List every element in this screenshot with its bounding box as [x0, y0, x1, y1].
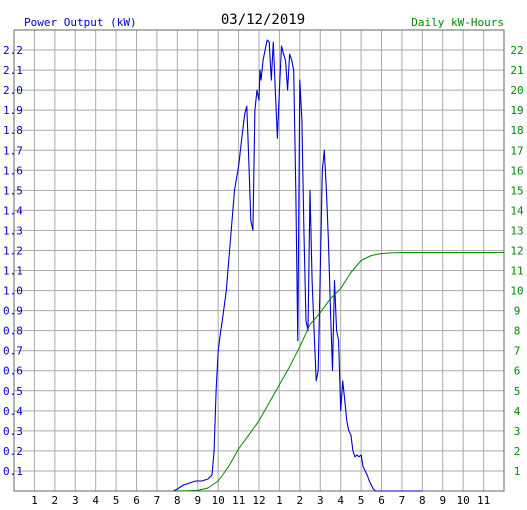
y-right-tick-label: 11: [510, 265, 523, 278]
y-left-tick-label: 1.0: [3, 285, 23, 298]
y-left-tick-label: 0.3: [3, 425, 23, 438]
x-tick-label: 6: [378, 494, 385, 507]
x-tick-label: 9: [194, 494, 201, 507]
chart-title: 03/12/2019: [221, 12, 305, 28]
y-right-tick-label: 22: [510, 44, 523, 57]
right-axis-title: Daily kW-Hours: [411, 16, 504, 29]
x-tick-label: 9: [439, 494, 446, 507]
y-right-tick-label: 12: [510, 244, 523, 257]
y-right-tick-label: 20: [510, 84, 523, 97]
x-tick-label: 2: [52, 494, 59, 507]
y-left-tick-label: 0.8: [3, 325, 23, 338]
y-right-tick-label: 14: [510, 204, 524, 217]
x-tick-label: 5: [358, 494, 365, 507]
y-left-tick-label: 0.6: [3, 365, 23, 378]
x-tick-label: 7: [154, 494, 161, 507]
x-tick-label: 10: [212, 494, 225, 507]
x-tick-label: 5: [113, 494, 120, 507]
y-right-tick-label: 15: [510, 184, 523, 197]
y-right-tick-label: 7: [514, 345, 521, 358]
y-right-tick-label: 13: [510, 224, 523, 237]
x-tick-label: 4: [337, 494, 344, 507]
x-tick-label: 1: [276, 494, 283, 507]
left-axis-title: Power Output (kW): [24, 16, 137, 29]
y-right-tick-label: 1: [514, 465, 521, 478]
y-right-tick-label: 21: [510, 64, 523, 77]
x-tick-label: 2: [297, 494, 304, 507]
y-right-tick-label: 8: [514, 325, 521, 338]
x-tick-label: 10: [457, 494, 470, 507]
y-left-tick-label: 0.1: [3, 465, 23, 478]
x-tick-label: 8: [174, 494, 181, 507]
y-left-tick-label: 1.4: [3, 204, 23, 217]
x-tick-label: 6: [133, 494, 140, 507]
y-left-tick-label: 2.2: [3, 44, 23, 57]
y-right-tick-label: 5: [514, 385, 521, 398]
y-right-tick-label: 4: [514, 405, 521, 418]
series-power-output: [173, 39, 423, 492]
y-left-tick-label: 1.2: [3, 244, 23, 257]
y-right-tick-label: 2: [514, 445, 521, 458]
y-left-tick-label: 0.7: [3, 345, 23, 358]
y-left-tick-label: 2.0: [3, 84, 23, 97]
series-daily-kwh: [173, 252, 504, 492]
x-tick-label: 3: [317, 494, 324, 507]
x-axis-ticks: 1 2 3 4 5 6 7 8 9 10 11 12 1 2 3 4 5 6 7 8 9 10 11: [31, 494, 490, 507]
y-right-tick-label: 19: [510, 104, 523, 117]
y-left-tick-label: 1.5: [3, 184, 23, 197]
x-tick-label: 12: [252, 494, 265, 507]
y-left-tick-label: 1.6: [3, 164, 23, 177]
y-left-tick-label: 0.5: [3, 385, 23, 398]
y-right-tick-label: 16: [510, 164, 523, 177]
x-tick-label: 11: [232, 494, 245, 507]
y-left-tick-label: 1.8: [3, 124, 23, 137]
x-tick-label: 1: [31, 494, 38, 507]
x-tick-label: 8: [419, 494, 426, 507]
y-left-tick-label: 1.1: [3, 265, 23, 278]
y-left-tick-label: 0.9: [3, 305, 23, 318]
left-axis-ticks: 0.1 0.2 0.3 0.4 0.5 0.6 0.7 0.8 0.9 1.0 1.1 1.2 1.3 1…: [3, 44, 23, 478]
plot-frame: [13, 29, 505, 492]
x-tick-label: 4: [92, 494, 99, 507]
x-tick-label: 3: [72, 494, 79, 507]
y-left-tick-label: 1.7: [3, 144, 23, 157]
x-tick-label: 11: [477, 494, 490, 507]
y-left-tick-label: 2.1: [3, 64, 23, 77]
y-left-tick-label: 0.2: [3, 445, 23, 458]
y-left-tick-label: 1.9: [3, 104, 23, 117]
y-right-tick-label: 6: [514, 365, 521, 378]
y-right-tick-label: 17: [510, 144, 523, 157]
y-right-tick-label: 18: [510, 124, 523, 137]
grid: [14, 30, 504, 491]
y-right-tick-label: 3: [514, 425, 521, 438]
y-right-tick-label: 10: [510, 285, 523, 298]
x-tick-label: 7: [399, 494, 406, 507]
y-left-tick-label: 0.4: [3, 405, 23, 418]
y-left-tick-label: 1.3: [3, 224, 23, 237]
y-right-tick-label: 9: [514, 305, 521, 318]
